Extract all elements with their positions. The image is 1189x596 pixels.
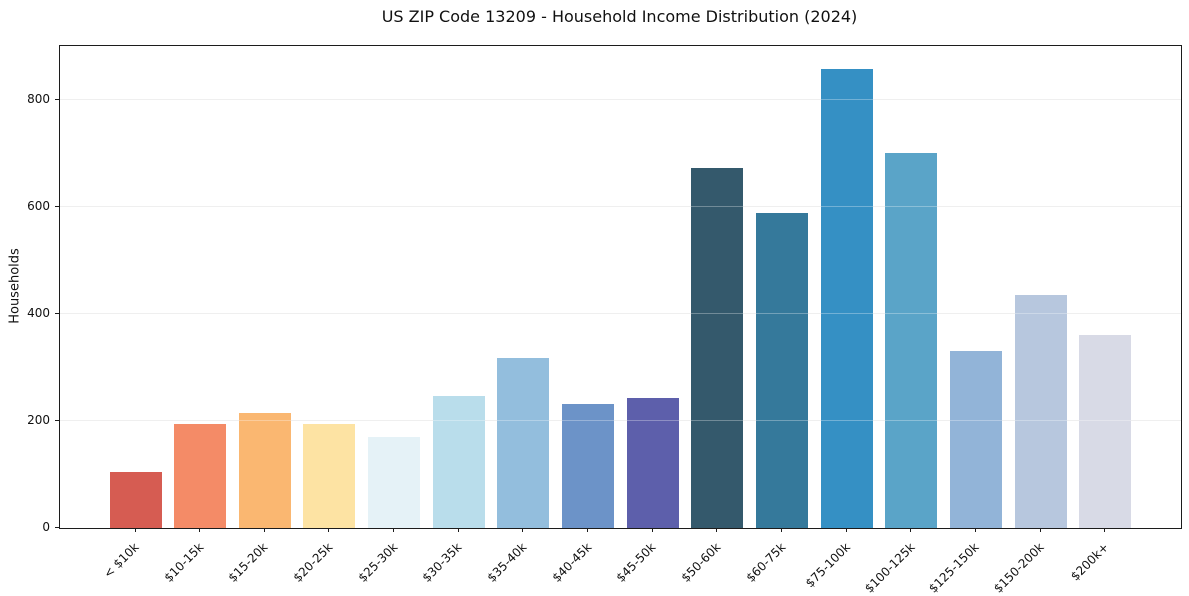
gridline-overlay xyxy=(60,98,1181,100)
bar-$15-20k xyxy=(238,412,291,528)
gridlines-under xyxy=(60,46,1181,528)
x-tick-label: $10-15k xyxy=(161,540,207,585)
bar-< $10k xyxy=(109,471,162,528)
y-tick-mark xyxy=(55,205,59,207)
bar-$150-200k xyxy=(1014,295,1067,528)
x-tick-mark xyxy=(587,528,589,532)
x-tick-label: < $10k xyxy=(100,540,142,581)
gridline-overlay xyxy=(60,205,1181,207)
bar-$10-15k xyxy=(174,423,227,528)
x-tick-label: $75-100k xyxy=(802,540,853,591)
x-tick-mark xyxy=(716,528,718,532)
x-tick-label: $150-200k xyxy=(990,540,1047,596)
x-tick-label: $35-40k xyxy=(484,540,530,585)
y-tick-label: 400 xyxy=(27,305,50,320)
x-tick-mark xyxy=(457,528,459,532)
y-tick-label: 600 xyxy=(27,198,50,213)
bar-$200k+ xyxy=(1079,335,1132,528)
chart-title: US ZIP Code 13209 - Household Income Dis… xyxy=(381,7,858,26)
x-tick-mark xyxy=(651,528,653,532)
y-tick-mark xyxy=(55,98,59,100)
x-tick-mark xyxy=(1039,528,1041,532)
bar-$50-60k xyxy=(691,168,744,528)
x-tick-mark xyxy=(974,528,976,532)
gridline-overlay xyxy=(60,419,1181,421)
bar-$100-125k xyxy=(885,153,938,528)
x-tick-mark xyxy=(328,528,330,532)
bar-$75-100k xyxy=(820,68,873,528)
x-tick-mark xyxy=(199,528,201,532)
x-tick-label: $15-20k xyxy=(225,540,271,585)
gridline xyxy=(60,419,1181,421)
gridline-overlay xyxy=(60,312,1181,314)
y-tick-mark xyxy=(55,419,59,421)
x-tick-mark xyxy=(134,528,136,532)
x-tick-mark xyxy=(263,528,265,532)
x-tick-label: $40-45k xyxy=(549,540,594,585)
x-tick-mark xyxy=(910,528,912,532)
x-tick-label: $45-50k xyxy=(613,540,659,585)
bar-$125-150k xyxy=(949,351,1002,528)
y-tick-mark xyxy=(55,312,59,314)
x-tick-label: $30-35k xyxy=(419,540,465,585)
gridline xyxy=(60,98,1181,100)
y-tick-label: 0 xyxy=(42,520,50,534)
bar-$40-45k xyxy=(562,403,615,528)
y-tick-label: 800 xyxy=(27,91,50,106)
x-tick-label: $25-30k xyxy=(355,540,400,585)
x-tick-label: $20-25k xyxy=(290,540,336,585)
bar-$25-30k xyxy=(368,437,421,528)
bar-$35-40k xyxy=(497,357,550,528)
x-tick-label: $200k+ xyxy=(1067,540,1112,584)
y-tick-label: 200 xyxy=(27,412,50,427)
gridline xyxy=(60,205,1181,207)
plot-area xyxy=(59,45,1182,529)
x-tick-mark xyxy=(781,528,782,532)
x-tick-mark xyxy=(1104,528,1106,532)
x-tick-label: $50-60k xyxy=(678,540,724,585)
y-tick-mark xyxy=(55,527,59,528)
gridline xyxy=(60,312,1181,314)
x-tick-label: $100-125k xyxy=(861,540,918,596)
x-tick-label: $60-75k xyxy=(743,540,788,585)
x-tick-mark xyxy=(393,528,395,532)
bar-$60-75k xyxy=(756,212,808,528)
bar-$20-25k xyxy=(303,423,356,528)
bar-$30-35k xyxy=(432,395,485,528)
gridlines-over xyxy=(60,46,1181,528)
x-tick-mark xyxy=(522,528,524,532)
x-tick-mark xyxy=(845,528,847,532)
x-tick-label: $125-150k xyxy=(926,540,982,596)
bars-layer xyxy=(60,46,1181,528)
bar-$45-50k xyxy=(626,397,679,528)
